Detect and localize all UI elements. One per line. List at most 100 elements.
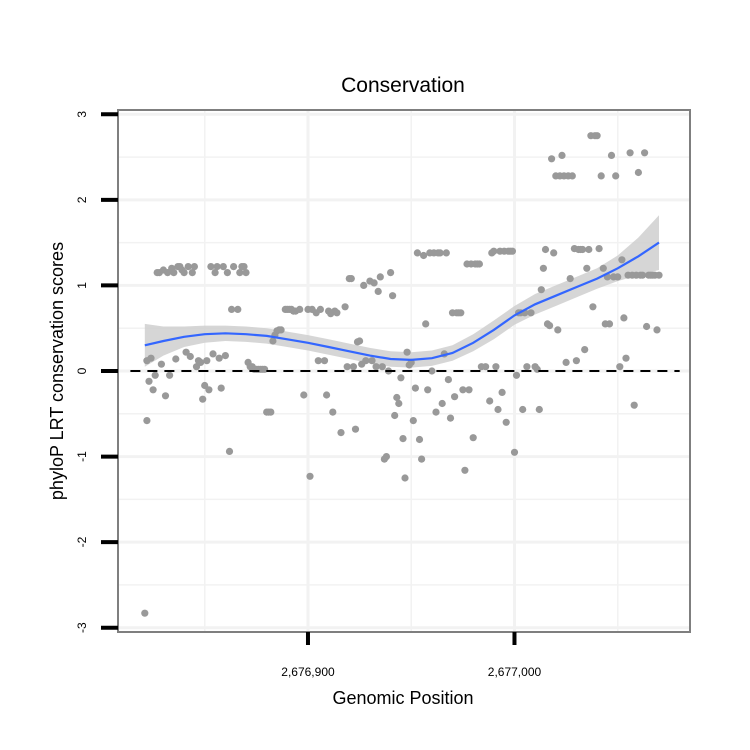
data-point: [372, 363, 380, 371]
data-point: [316, 305, 324, 313]
data-point: [170, 269, 178, 277]
data-point: [585, 245, 593, 254]
data-point: [147, 354, 155, 362]
y-tick-label: 0: [75, 367, 89, 374]
y-tick-label: 1: [75, 282, 89, 289]
data-point: [548, 155, 556, 163]
data-point: [190, 263, 198, 271]
data-point: [213, 263, 221, 271]
data-point: [228, 305, 236, 313]
data-point: [618, 256, 626, 264]
data-point: [486, 397, 494, 405]
data-point: [459, 386, 467, 394]
y-axis: -3 -2 -1 0 1 2 3: [75, 111, 118, 633]
y-tick-label: -3: [75, 622, 89, 633]
data-point: [225, 447, 234, 455]
data-point: [343, 363, 351, 371]
data-point: [512, 371, 521, 379]
data-point: [240, 263, 248, 271]
data-point: [393, 393, 401, 402]
data-point: [432, 408, 440, 416]
data-point: [161, 392, 170, 400]
data-point: [612, 172, 620, 180]
data-point: [172, 355, 180, 363]
data-point: [579, 245, 587, 254]
data-point: [351, 425, 360, 433]
data-point: [498, 388, 506, 396]
data-point: [655, 271, 663, 279]
data-point: [397, 374, 405, 382]
data-point: [607, 151, 616, 159]
data-point: [151, 371, 159, 379]
data-point: [490, 247, 498, 255]
data-point: [546, 322, 554, 330]
chart-title: Conservation: [341, 74, 465, 97]
smooth-trend-line: [144, 241, 660, 362]
data-point: [583, 264, 591, 272]
data-point: [444, 376, 452, 384]
data-point: [616, 363, 624, 371]
data-point: [438, 399, 446, 408]
data-point: [360, 281, 368, 289]
data-point: [442, 249, 450, 257]
data-point: [411, 384, 419, 392]
data-point: [221, 352, 229, 360]
data-point: [558, 151, 566, 159]
data-point: [387, 269, 395, 277]
data-point: [581, 346, 589, 354]
data-point: [188, 269, 196, 277]
data-point: [415, 435, 424, 444]
data-point: [180, 269, 188, 277]
x-axis-title: Genomic Position: [332, 688, 473, 708]
data-point: [566, 275, 574, 283]
data-point: [277, 326, 285, 334]
data-point: [568, 172, 576, 180]
data-point: [475, 260, 483, 268]
data-point: [614, 273, 622, 281]
data-point: [537, 286, 545, 294]
data-point: [143, 417, 151, 425]
data-point: [572, 357, 581, 365]
data-point: [446, 414, 455, 422]
data-point: [197, 358, 205, 366]
data-point: [203, 357, 211, 365]
data-point: [589, 303, 597, 311]
data-point: [320, 357, 329, 365]
data-point: [593, 132, 601, 140]
data-point: [217, 384, 225, 392]
data-point: [391, 411, 399, 420]
data-point: [562, 358, 570, 366]
data-point: [541, 245, 550, 254]
data-point: [436, 249, 444, 257]
data-point: [141, 609, 149, 617]
data-point: [269, 337, 277, 345]
data-point: [370, 279, 378, 287]
data-point: [641, 149, 649, 157]
y-tick-label: -1: [75, 451, 89, 462]
data-point: [205, 386, 213, 394]
data-point: [554, 326, 562, 334]
data-point: [413, 249, 421, 257]
data-point: [356, 337, 364, 345]
data-point: [230, 263, 238, 271]
data-point: [550, 249, 558, 257]
confidence-band: [144, 215, 660, 368]
data-point: [626, 149, 634, 157]
data-point: [510, 448, 519, 456]
data-point: [527, 309, 535, 317]
data-point: [599, 264, 607, 272]
data-point: [329, 408, 337, 416]
x-tick-label: 2,677,000: [488, 665, 542, 679]
data-point: [523, 363, 531, 371]
data-point: [333, 309, 341, 317]
data-point: [461, 466, 469, 474]
data-point: [349, 363, 357, 371]
y-axis-title: phyloP LRT conservation scores: [47, 242, 67, 500]
data-point: [306, 472, 314, 480]
data-point: [145, 377, 153, 385]
data-point: [422, 320, 430, 328]
data-point: [215, 354, 223, 362]
data-point: [519, 405, 527, 414]
data-point: [362, 357, 370, 365]
